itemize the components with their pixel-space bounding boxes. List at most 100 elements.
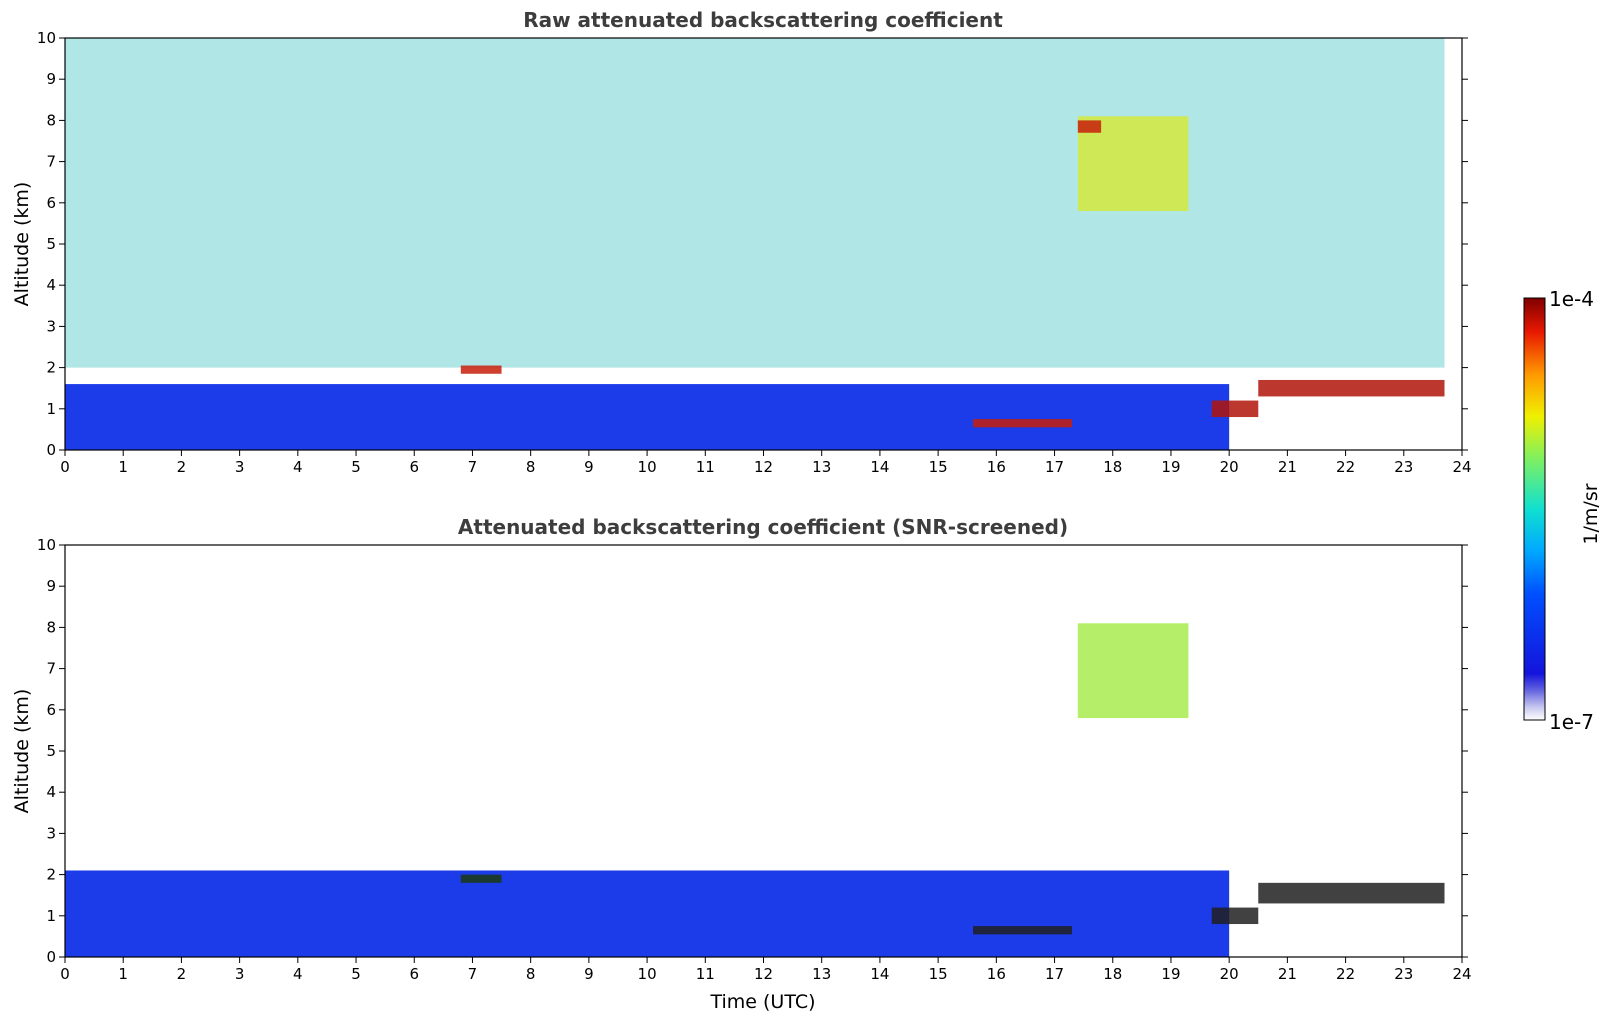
x-tick-label: 21 [1278, 458, 1297, 476]
cloud-layer [1258, 882, 1445, 904]
cloud-layer [1258, 379, 1445, 397]
panel-title: Attenuated backscattering coefficient (S… [458, 515, 1068, 539]
x-tick-label: 2 [177, 458, 187, 476]
x-tick-label: 21 [1278, 965, 1297, 983]
noise-region [65, 38, 1445, 368]
x-tick-label: 22 [1336, 458, 1355, 476]
x-tick-label: 17 [1045, 458, 1064, 476]
panel-raw: Raw attenuated backscattering coefficien… [11, 8, 1472, 476]
x-tick-label: 18 [1103, 458, 1122, 476]
x-tick-label: 15 [929, 458, 948, 476]
y-tick-label: 9 [46, 577, 56, 595]
y-tick-label: 1 [46, 907, 56, 925]
y-tick-label: 3 [46, 824, 56, 842]
y-tick-label: 0 [46, 441, 56, 459]
x-axis: 0 1 2 3 4 5 6 7 8 9 10 11 12 13 14 15 16 17 18 19 20 21 22 23 24 [60, 450, 1472, 476]
x-tick-label: 8 [526, 965, 536, 983]
x-tick-label: 3 [235, 965, 245, 983]
y-tick-label: 8 [46, 111, 56, 129]
no-data-region [1444, 38, 1462, 450]
cloud-layer [1211, 400, 1259, 418]
x-tick-label: 0 [60, 965, 70, 983]
y-tick-label: 4 [46, 276, 56, 294]
x-tick-label: 24 [1452, 458, 1471, 476]
heatmap-marks [65, 38, 1462, 450]
y-axis: 0 1 2 3 4 5 6 7 8 9 10 [37, 536, 1468, 966]
plot-area [65, 545, 1462, 957]
y-tick-label: 2 [46, 359, 56, 377]
x-tick-label: 19 [1161, 965, 1180, 983]
x-axis: 0 1 2 3 4 5 6 7 8 9 10 11 12 13 14 15 16 17 18 19 20 21 22 23 24 [60, 957, 1472, 983]
colorbar: 1e-4 1e-7 1/m/sr [1523, 287, 1602, 734]
x-tick-label: 9 [584, 965, 594, 983]
x-tick-label: 1 [118, 965, 128, 983]
cloud-layer [973, 419, 1073, 428]
x-tick-label: 9 [584, 458, 594, 476]
cloud-layer [1077, 623, 1189, 719]
x-tick-label: 2 [177, 965, 187, 983]
cloud-layer [1211, 907, 1259, 925]
colorbar-max-label: 1e-4 [1549, 287, 1594, 311]
y-tick-label: 4 [46, 783, 56, 801]
cloud-layer [1077, 120, 1102, 133]
y-axis-label: Altitude (km) [11, 689, 33, 814]
x-tick-label: 10 [638, 965, 657, 983]
x-tick-label: 14 [870, 458, 889, 476]
x-tick-label: 5 [351, 458, 361, 476]
y-tick-label: 1 [46, 400, 56, 418]
x-tick-label: 24 [1452, 965, 1471, 983]
x-tick-label: 11 [696, 965, 715, 983]
boundary-layer [65, 870, 1230, 957]
y-tick-label: 7 [46, 153, 56, 171]
y-tick-label: 10 [37, 29, 56, 47]
x-tick-label: 16 [987, 965, 1006, 983]
x-tick-label: 12 [754, 458, 773, 476]
x-axis-label: Time (UTC) [709, 991, 815, 1013]
x-tick-label: 11 [696, 458, 715, 476]
x-tick-label: 20 [1220, 458, 1239, 476]
y-tick-label: 7 [46, 660, 56, 678]
x-tick-label: 15 [929, 965, 948, 983]
y-tick-label: 6 [46, 701, 56, 719]
colorbar-bar [1523, 297, 1546, 721]
x-tick-label: 16 [987, 458, 1006, 476]
x-tick-label: 17 [1045, 965, 1064, 983]
x-tick-label: 3 [235, 458, 245, 476]
x-tick-label: 13 [812, 458, 831, 476]
cloud-layer [460, 365, 502, 374]
y-tick-label: 10 [37, 536, 56, 554]
y-tick-label: 8 [46, 618, 56, 636]
cloud-layer [460, 874, 502, 883]
x-tick-label: 23 [1394, 458, 1413, 476]
x-tick-label: 4 [293, 965, 303, 983]
x-tick-label: 19 [1161, 458, 1180, 476]
y-axis: 0 1 2 3 4 5 6 7 8 9 10 [37, 29, 1468, 459]
x-tick-label: 6 [409, 965, 419, 983]
y-tick-label: 3 [46, 317, 56, 335]
x-tick-label: 6 [409, 458, 419, 476]
x-tick-label: 8 [526, 458, 536, 476]
x-tick-label: 20 [1220, 965, 1239, 983]
x-tick-label: 22 [1336, 965, 1355, 983]
x-tick-label: 7 [468, 965, 478, 983]
x-tick-label: 1 [118, 458, 128, 476]
y-tick-label: 0 [46, 948, 56, 966]
y-tick-label: 5 [46, 235, 56, 253]
colorbar-min-label: 1e-7 [1549, 710, 1594, 734]
x-tick-label: 12 [754, 965, 773, 983]
panel-title: Raw attenuated backscattering coefficien… [523, 8, 1003, 32]
x-tick-label: 13 [812, 965, 831, 983]
y-tick-label: 5 [46, 742, 56, 760]
y-tick-label: 9 [46, 70, 56, 88]
x-tick-label: 0 [60, 458, 70, 476]
plot-area [65, 38, 1462, 450]
cloud-layer [973, 926, 1073, 935]
panel-screened: Attenuated backscattering coefficient (S… [11, 515, 1472, 1013]
x-tick-label: 23 [1394, 965, 1413, 983]
x-tick-label: 7 [468, 458, 478, 476]
x-tick-label: 5 [351, 965, 361, 983]
y-tick-label: 6 [46, 194, 56, 212]
x-tick-label: 10 [638, 458, 657, 476]
x-tick-label: 4 [293, 458, 303, 476]
